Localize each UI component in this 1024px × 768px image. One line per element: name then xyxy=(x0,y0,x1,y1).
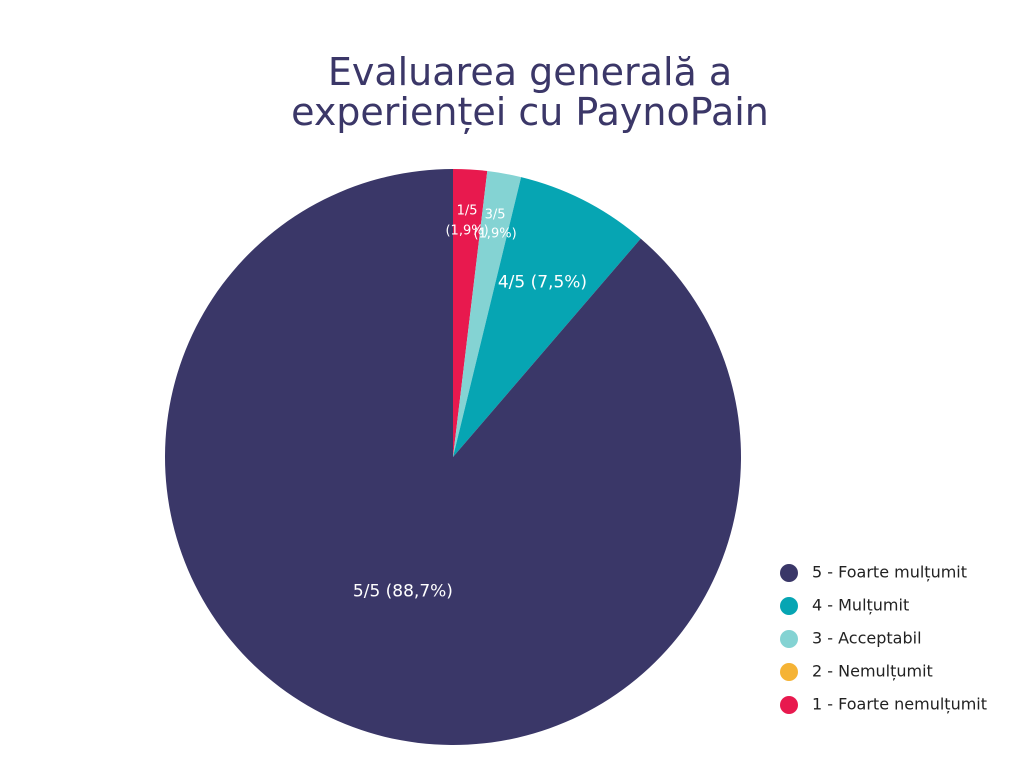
legend-label: 2 - Nemulțumit xyxy=(812,662,933,681)
legend-swatch xyxy=(780,597,798,615)
legend-swatch xyxy=(780,630,798,648)
value-label: 5/5 (88,7%) xyxy=(352,581,453,602)
legend-label: 1 - Foarte nemulțumit xyxy=(812,695,987,714)
value-label: 3/5 (1,9%) xyxy=(473,207,517,242)
pie-slice xyxy=(453,169,488,457)
legend-swatch xyxy=(780,696,798,714)
pie-slice xyxy=(453,177,641,458)
value-label: 4/5 (7,5%) xyxy=(497,272,588,293)
chart-title: Evaluarea generală a experienței cu Payn… xyxy=(291,50,769,134)
legend-label: 5 - Foarte mulțumit xyxy=(812,563,967,582)
legend-label: 4 - Mulțumit xyxy=(812,596,909,615)
legend-swatch xyxy=(780,564,798,582)
pie-slice xyxy=(453,171,522,457)
pie-slice xyxy=(164,169,741,745)
legend-label: 3 - Acceptabil xyxy=(812,629,922,648)
legend-swatch xyxy=(780,663,798,681)
value-label: 1/5 (1,9%) xyxy=(445,203,489,239)
